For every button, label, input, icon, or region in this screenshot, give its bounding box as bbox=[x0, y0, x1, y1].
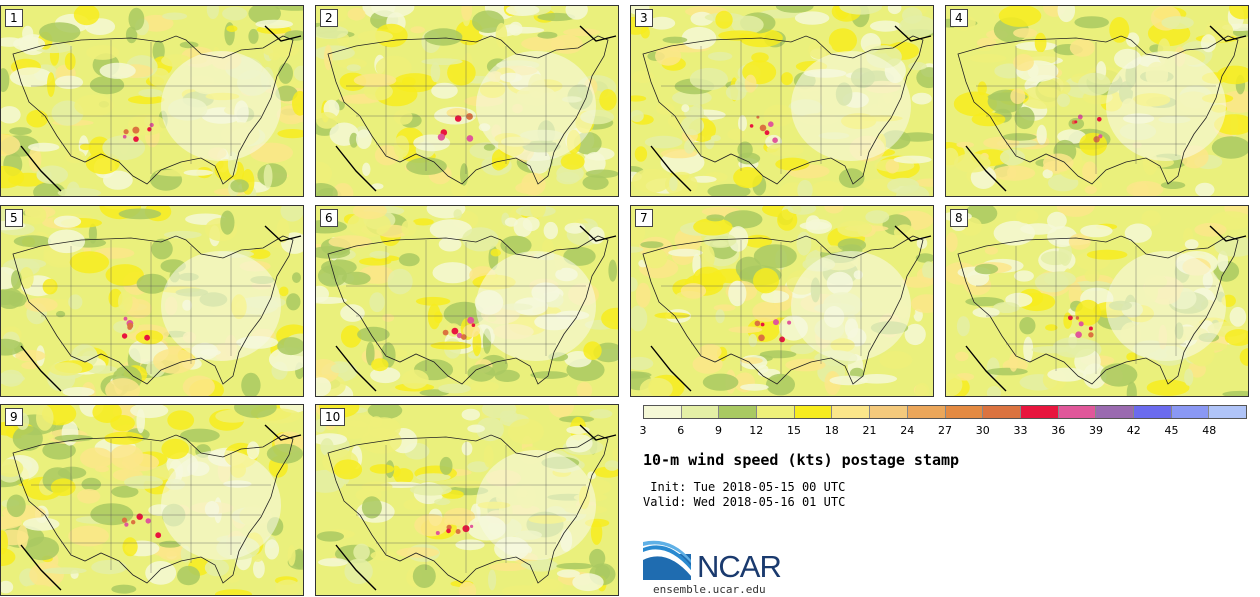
colorbar-swatch bbox=[719, 406, 758, 418]
member-label: 7 bbox=[635, 209, 653, 227]
colorbar-tick-label: 30 bbox=[975, 424, 990, 437]
wind-map bbox=[1, 6, 303, 196]
wind-map bbox=[631, 6, 933, 196]
member-panel-7: 7 bbox=[630, 205, 934, 397]
colorbar bbox=[643, 405, 1247, 419]
member-panel-8: 8 bbox=[945, 205, 1249, 397]
wind-map bbox=[946, 6, 1248, 196]
member-panel-4: 4 bbox=[945, 5, 1249, 197]
member-label: 5 bbox=[5, 209, 23, 227]
colorbar-swatch bbox=[945, 406, 984, 418]
colorbar-swatch bbox=[870, 406, 908, 418]
colorbar-tick-label: 39 bbox=[1089, 424, 1103, 437]
colorbar-tick-label: 15 bbox=[787, 424, 801, 437]
colorbar-swatch bbox=[1171, 406, 1210, 418]
valid-time: Valid: Wed 2018-05-16 01 UTC bbox=[643, 495, 846, 509]
wind-map bbox=[316, 206, 618, 396]
colorbar-tick-label: 48 bbox=[1202, 424, 1217, 437]
colorbar-swatch bbox=[1133, 406, 1172, 418]
wind-map bbox=[946, 206, 1248, 396]
colorbar-swatch bbox=[1058, 406, 1097, 418]
colorbar-swatch bbox=[983, 406, 1021, 418]
member-panel-9: 9 bbox=[0, 404, 304, 596]
colorbar-tick-label: 9 bbox=[715, 424, 722, 437]
member-panel-3: 3 bbox=[630, 5, 934, 197]
colorbar-tick-label: 21 bbox=[862, 424, 877, 437]
website-url: ensemble.ucar.edu bbox=[653, 583, 766, 596]
member-label: 9 bbox=[5, 408, 23, 426]
colorbar-swatch bbox=[794, 406, 833, 418]
colorbar-tick-label: 27 bbox=[938, 424, 952, 437]
member-label: 1 bbox=[5, 9, 23, 27]
member-panel-6: 6 bbox=[315, 205, 619, 397]
member-label: 6 bbox=[320, 209, 338, 227]
wind-map bbox=[1, 405, 303, 595]
wind-map bbox=[1, 206, 303, 396]
colorbar-swatch bbox=[1096, 406, 1134, 418]
logo-wordmark: NCAR bbox=[697, 549, 782, 584]
member-panel-10: 10 bbox=[315, 404, 619, 596]
member-panel-2: 2 bbox=[315, 5, 619, 197]
colorbar-tick-label: 18 bbox=[824, 424, 839, 437]
member-label: 10 bbox=[320, 408, 346, 426]
colorbar-swatch bbox=[681, 406, 720, 418]
colorbar-tick-label: 3 bbox=[639, 424, 647, 437]
member-label: 4 bbox=[950, 9, 968, 27]
colorbar-swatch bbox=[644, 406, 682, 418]
colorbar-swatch bbox=[1209, 406, 1246, 418]
colorbar-tick-label: 24 bbox=[900, 424, 915, 437]
colorbar-swatch bbox=[907, 406, 946, 418]
init-time: Init: Tue 2018-05-15 00 UTC bbox=[643, 480, 846, 494]
member-panel-5: 5 bbox=[0, 205, 304, 397]
colorbar-tick-label: 36 bbox=[1051, 424, 1066, 437]
wind-map bbox=[316, 6, 618, 196]
colorbar-tick-label: 45 bbox=[1164, 424, 1179, 437]
colorbar-tick-label: 33 bbox=[1013, 424, 1028, 437]
ncar-logo bbox=[643, 540, 691, 580]
colorbar-swatch bbox=[757, 406, 795, 418]
member-panel-1: 1 bbox=[0, 5, 304, 197]
colorbar-tick-label: 6 bbox=[677, 424, 685, 437]
member-label: 8 bbox=[950, 209, 968, 227]
colorbar-tick-label: 42 bbox=[1126, 424, 1141, 437]
member-label: 2 bbox=[320, 9, 338, 27]
colorbar-swatch bbox=[832, 406, 871, 418]
member-label: 3 bbox=[635, 9, 653, 27]
wind-map bbox=[631, 206, 933, 396]
colorbar-swatch bbox=[1020, 406, 1059, 418]
colorbar-tick-label: 12 bbox=[749, 424, 764, 437]
plot-title: 10-m wind speed (kts) postage stamp bbox=[643, 451, 960, 469]
wind-map bbox=[316, 405, 618, 595]
